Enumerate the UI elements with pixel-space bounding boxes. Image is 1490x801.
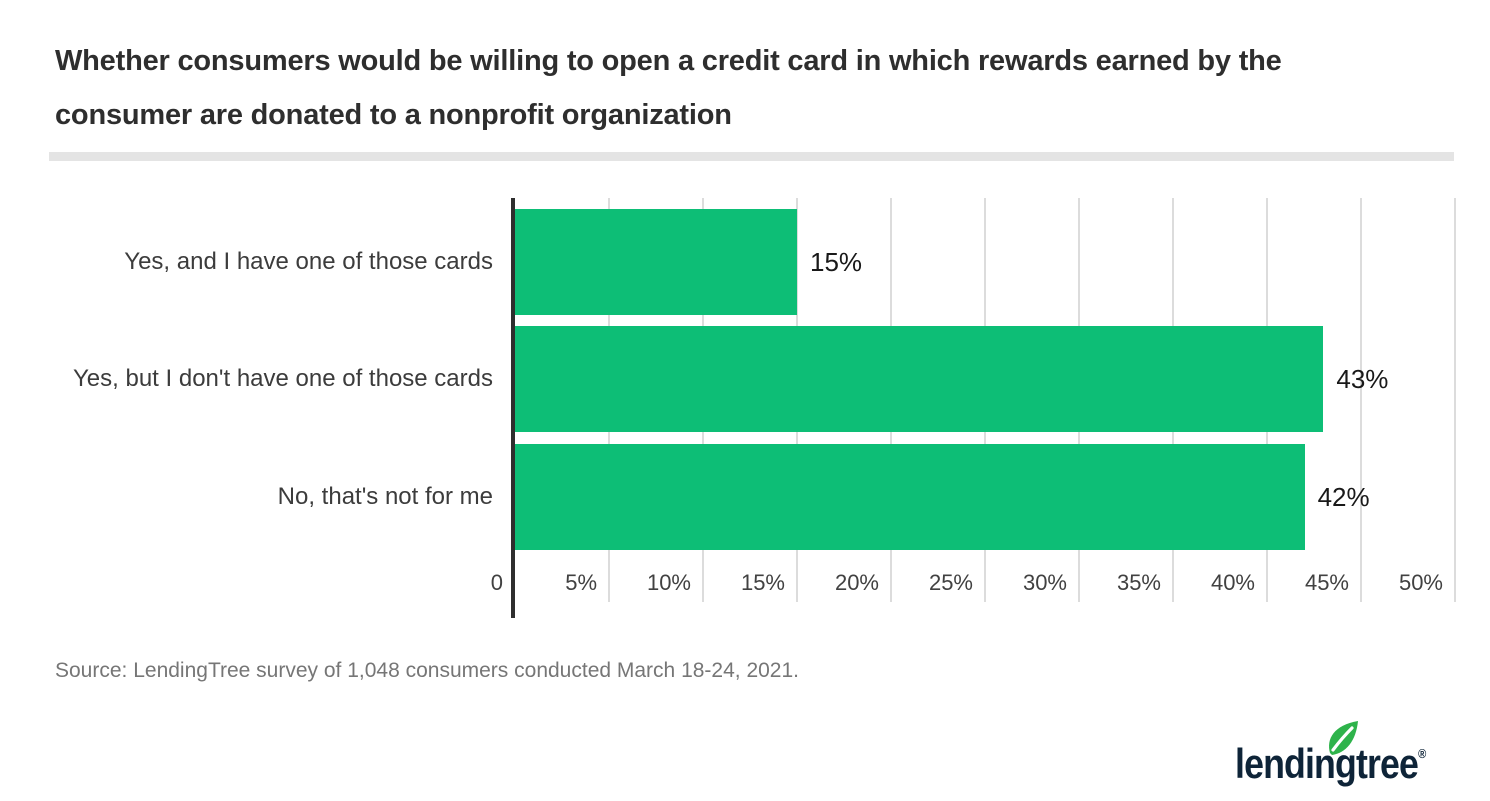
x-tick-label: 10% xyxy=(646,570,691,595)
lendingtree-logo: lendingtree® xyxy=(1235,718,1463,790)
value-label: 43% xyxy=(1336,363,1389,394)
logo-word: lendingtree xyxy=(1235,740,1419,787)
gridline xyxy=(1360,198,1362,602)
category-label: No, that's not for me xyxy=(277,483,493,510)
x-tick-label: 35% xyxy=(1116,570,1161,595)
x-tick-label: 0 xyxy=(490,570,503,595)
source-note: Source: LendingTree survey of 1,048 cons… xyxy=(55,659,799,682)
x-tick-label: 25% xyxy=(928,570,973,595)
value-label: 15% xyxy=(810,246,863,277)
bar xyxy=(515,326,1324,432)
leaf-icon xyxy=(1329,721,1358,755)
category-label: Yes, and I have one of those cards xyxy=(124,248,493,275)
bar xyxy=(515,444,1305,550)
chart-title: Whether consumers would be willing to op… xyxy=(55,45,1282,131)
x-tick-label: 5% xyxy=(565,570,597,595)
x-tick-label: 50% xyxy=(1398,570,1443,595)
x-tick-label: 30% xyxy=(1022,570,1067,595)
gridline xyxy=(1454,198,1456,602)
category-label: Yes, but I don't have one of those cards xyxy=(73,365,493,392)
x-tick-label: 15% xyxy=(740,570,785,595)
x-tick-label: 45% xyxy=(1304,570,1349,595)
title-divider xyxy=(49,152,1454,161)
bar xyxy=(515,209,797,315)
value-label: 42% xyxy=(1317,481,1370,512)
y-axis-line xyxy=(511,198,515,618)
x-tick-label: 40% xyxy=(1210,570,1255,595)
registered-mark: ® xyxy=(1418,746,1427,761)
plot-area: 0 5% 10% 15% 20% 25% 30% 35% 40% 45% 50% Yes, and I… xyxy=(73,198,1456,618)
x-tick-label: 20% xyxy=(834,570,879,595)
logo-wordmark: lendingtree® xyxy=(1235,740,1426,788)
